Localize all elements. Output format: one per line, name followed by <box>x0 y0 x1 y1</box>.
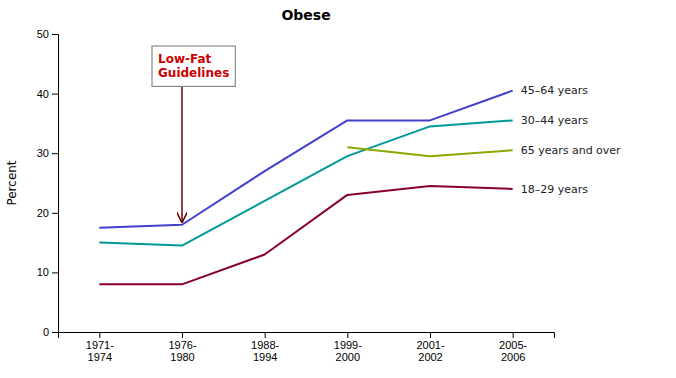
x-tick-mark <box>265 332 266 338</box>
x-tick: 1988-1994 <box>251 332 279 363</box>
title: Obese <box>281 7 330 23</box>
y-axis-title: Percent <box>5 160 19 205</box>
y-axis: 0 10 20 30 40 50 <box>37 28 59 338</box>
y-tick-mark <box>52 213 58 214</box>
x-tick-label-line: 1974 <box>88 351 112 363</box>
x-tick: 2001-2002 <box>416 332 444 363</box>
y-tick: 30 <box>37 147 58 159</box>
y-tick: 10 <box>37 266 58 278</box>
series-line <box>347 147 512 156</box>
x-tick-label-line: 1980 <box>170 351 194 363</box>
x-tick-label-line: 1976- <box>168 339 196 351</box>
y-tick: 40 <box>37 88 58 100</box>
x-tick-mark <box>182 332 183 338</box>
annotation: Low-FatGuidelines <box>152 46 235 222</box>
x-tick-mark <box>99 332 100 338</box>
annotation-box <box>152 46 235 86</box>
y-axis-line <box>52 35 59 333</box>
x-tick-label-line: 2002 <box>418 351 442 363</box>
chart: 1971-19741976-19801988-19941999-20002001… <box>0 0 676 378</box>
series-label: 18–29 years <box>521 183 589 196</box>
y-tick-mark <box>52 332 58 333</box>
x-tick-label-line: 1971- <box>86 339 114 351</box>
y-tick-mark <box>52 94 58 95</box>
x-tick-label: 2001-2002 <box>416 339 444 364</box>
annotation-text-line: Guidelines <box>158 66 229 80</box>
texts: 45–64 years 30–44 years 65 years and over 1… <box>152 46 621 222</box>
annotation-text-line: Low-Fat <box>158 52 212 66</box>
y-tick-label: 50 <box>37 28 49 40</box>
x-tick-label: 1971-1974 <box>86 339 114 364</box>
x-tick-label: 1976-1980 <box>168 339 196 364</box>
x-axis-line <box>59 333 555 339</box>
x-tick-label-line: 2006 <box>501 351 525 363</box>
y-tick-mark <box>52 272 58 273</box>
x-tick-label: 1988-1994 <box>251 339 279 364</box>
x-tick-mark <box>347 332 348 338</box>
y-tick-label: 40 <box>37 88 49 100</box>
series-label: 45–64 years <box>521 84 589 97</box>
x-tick-label-line: 2000 <box>336 351 360 363</box>
plot: 1971-19741976-19801988-19941999-20002001… <box>37 28 621 363</box>
series-line <box>99 186 512 284</box>
x-axis: 1971-1974 1976-1980 1988-1994 1999-2000 2001… <box>59 332 555 363</box>
y-tick: 20 <box>37 207 58 219</box>
y-tick-label: 30 <box>37 147 49 159</box>
y-tick-mark <box>52 34 58 35</box>
x-tick-mark <box>513 332 514 338</box>
series-line <box>99 120 512 245</box>
x-tick: 1971-1974 <box>86 332 114 363</box>
y-tick-label: 10 <box>37 266 49 278</box>
series-line <box>99 91 512 228</box>
x-tick-label-line: 1988- <box>251 339 279 351</box>
x-tick: 1976-1980 <box>168 332 196 363</box>
y-tick: 0 <box>43 326 58 338</box>
x-tick-label: 2005-2006 <box>499 339 527 364</box>
annotation-text: Low-FatGuidelines <box>158 52 229 80</box>
series-label: 30–44 years <box>521 114 589 127</box>
x-tick-label-line: 2001- <box>416 339 444 351</box>
x-tick: 2005-2006 <box>499 332 527 363</box>
series-lines <box>99 91 512 285</box>
x-tick: 1999-2000 <box>334 332 362 363</box>
x-tick-label-line: 2005- <box>499 339 527 351</box>
y-tick: 50 <box>37 28 58 40</box>
x-tick-label: 1999-2000 <box>334 339 362 364</box>
y-tick-label: 0 <box>43 326 49 338</box>
annotation-arrow <box>181 86 183 221</box>
x-tick-label-line: 1994 <box>253 351 277 363</box>
y-tick-label: 20 <box>37 207 49 219</box>
x-tick-mark <box>430 332 431 338</box>
y-tick-mark <box>52 153 58 154</box>
x-tick-label-line: 1999- <box>334 339 362 351</box>
series-label: 65 years and over <box>521 144 621 157</box>
